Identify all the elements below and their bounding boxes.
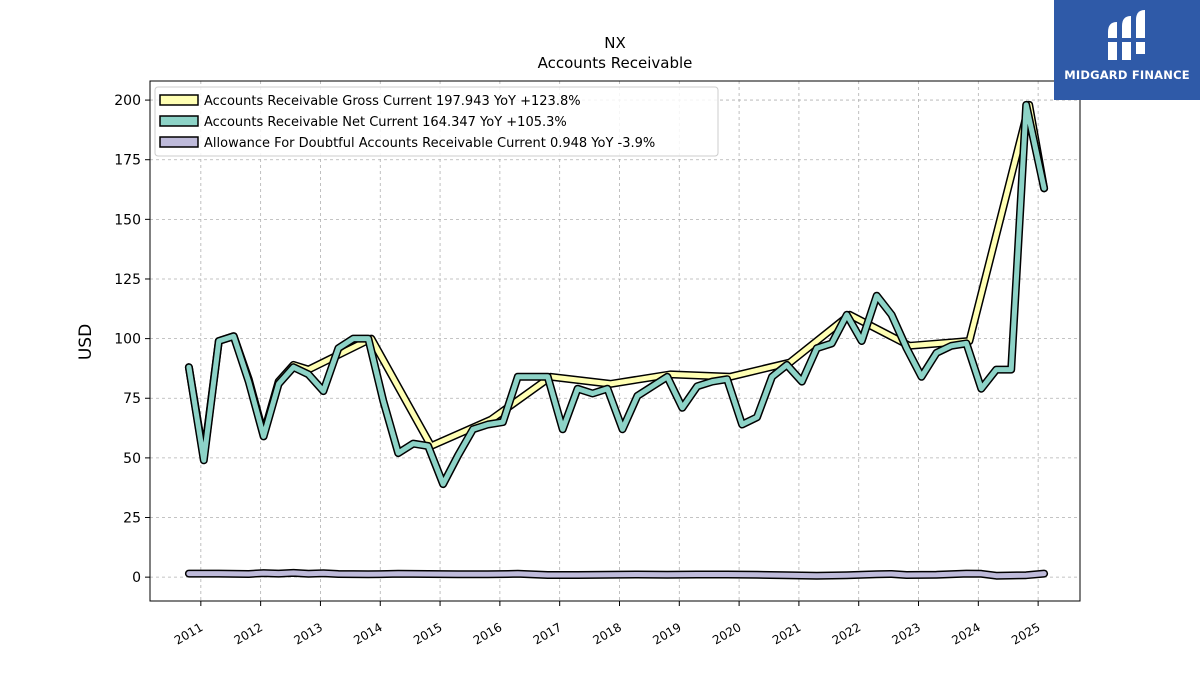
y-tick-label: 100 (114, 332, 141, 348)
series-outline-1 (184, 100, 1049, 489)
logo-mark-icon (1106, 10, 1148, 60)
brand-name: MIDGARD FINANCE (1064, 68, 1190, 82)
legend-swatch-1 (159, 115, 199, 127)
chart-title: NX (604, 34, 626, 52)
x-tick-label: 2013 (291, 620, 324, 647)
chart-subtitle: Accounts Receivable (538, 54, 693, 72)
x-tick-label: 2012 (232, 620, 265, 647)
x-tick-label: 2024 (949, 620, 982, 647)
x-tick-label: 2011 (172, 620, 205, 647)
x-tick-label: 2019 (650, 620, 683, 647)
x-tick-label: 2025 (1009, 620, 1042, 647)
axes: 0 25 50 75 100 125 150 175 200 2011 2012 2013 2014 20… (114, 80, 1081, 648)
x-tick-label: 2015 (411, 620, 444, 647)
y-tick-label: 50 (123, 451, 141, 467)
brand-logo: MIDGARD FINANCE (1054, 0, 1200, 100)
y-tick-label: 200 (114, 93, 141, 109)
x-tick-label: 2018 (591, 620, 624, 647)
legend-swatch-2 (159, 136, 199, 148)
x-tick-label: 2022 (830, 620, 863, 647)
x-tick-label: 2020 (710, 620, 743, 647)
legend-label-0: Accounts Receivable Gross Current 197.94… (204, 94, 581, 109)
legend: Accounts Receivable Gross Current 197.94… (154, 86, 719, 157)
legend-label-1: Accounts Receivable Net Current 164.347 … (204, 115, 567, 130)
y-tick-label: 0 (132, 570, 141, 586)
series-line-1 (186, 102, 1047, 487)
y-tick-label: 25 (123, 511, 141, 527)
y-tick-label: 75 (123, 391, 141, 407)
y-axis-label: USD (76, 324, 96, 360)
y-tick-label: 150 (114, 212, 141, 228)
legend-box (154, 86, 719, 157)
x-tick-label: 2017 (531, 620, 564, 647)
legend-label-2: Allowance For Doubtful Accounts Receivab… (204, 136, 655, 151)
series-lines (184, 100, 1049, 580)
legend-swatch-0 (159, 94, 199, 106)
y-tick-label: 125 (114, 272, 141, 288)
x-tick-label: 2014 (351, 620, 384, 647)
y-tick-label: 175 (114, 153, 141, 169)
series-line-2 (186, 570, 1047, 579)
x-tick-label: 2021 (770, 620, 803, 647)
x-tick-label: 2016 (471, 620, 504, 647)
x-tick-label: 2023 (890, 620, 923, 647)
plot-frame (149, 80, 1081, 602)
